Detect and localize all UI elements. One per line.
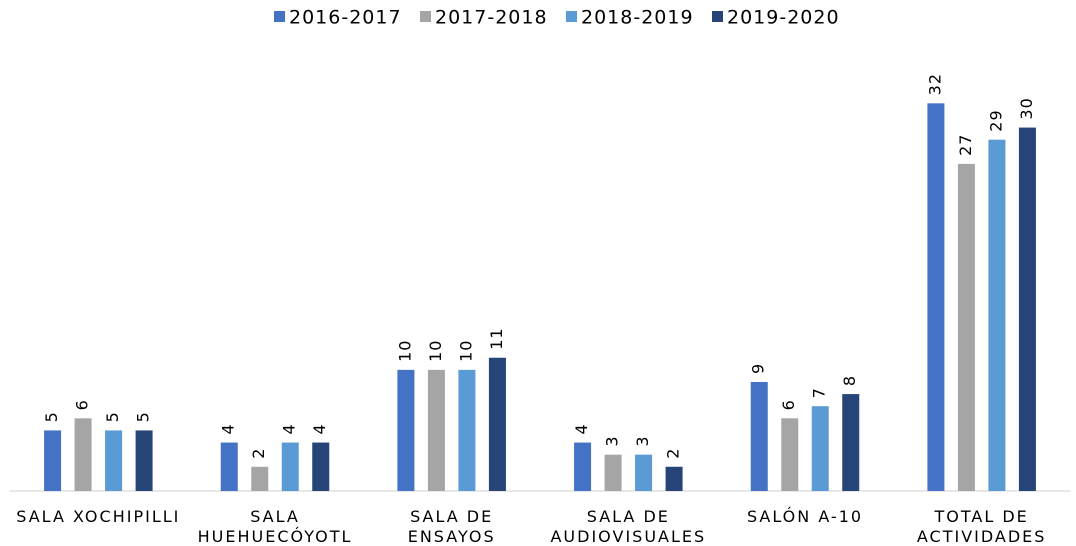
legend-label: 2018-2019 [581, 7, 694, 29]
data-label: 8 [840, 375, 859, 386]
bar [312, 442, 330, 491]
bar [281, 442, 299, 491]
bar [574, 442, 592, 491]
bar [604, 454, 622, 491]
data-label: 7 [810, 387, 829, 398]
bar [957, 163, 975, 491]
data-label: 5 [134, 411, 153, 422]
bar [488, 357, 506, 491]
x-tick-label: ACTIVIDADES [917, 527, 1047, 546]
legend-label: 2019-2020 [727, 7, 840, 29]
bar [74, 418, 92, 491]
data-label: 3 [633, 435, 652, 446]
legend-label: 2017-2018 [435, 7, 548, 29]
data-label: 2 [249, 448, 268, 459]
bar [458, 369, 476, 491]
bar [251, 466, 269, 491]
data-label: 10 [456, 339, 475, 361]
x-tick-label: AUDIOVISUALES [550, 527, 706, 546]
bar [105, 430, 123, 491]
data-label: 11 [487, 327, 506, 349]
bar [44, 430, 62, 491]
data-label: 6 [73, 399, 92, 410]
bar [842, 394, 860, 491]
x-tick-label: SALA XOCHIPILLI [16, 507, 180, 526]
bar [811, 406, 829, 491]
data-label: 4 [219, 423, 238, 434]
x-tick-label: SALA [250, 507, 300, 526]
legend-swatch [274, 11, 285, 22]
data-label: 32 [925, 73, 944, 95]
legend-label: 2016-2017 [289, 7, 402, 29]
bar [750, 381, 768, 491]
data-label: 3 [603, 435, 622, 446]
bar [1018, 127, 1036, 492]
bar [135, 430, 153, 491]
x-tick-label: TOTAL DE [934, 507, 1029, 526]
x-tick-label: HUEHUECÓYOTL [198, 527, 353, 546]
data-label: 10 [426, 339, 445, 361]
bar [427, 369, 445, 491]
bar [927, 103, 945, 491]
legend-swatch [566, 11, 577, 22]
data-label: 27 [956, 134, 975, 156]
bar [781, 418, 799, 491]
x-tick-label: SALA DE [587, 507, 670, 526]
data-label: 30 [1017, 97, 1036, 119]
data-label: 4 [280, 423, 299, 434]
data-label: 29 [986, 109, 1005, 131]
data-label: 4 [310, 423, 329, 434]
data-label: 2 [664, 448, 683, 459]
data-label: 5 [103, 411, 122, 422]
data-label: 5 [42, 411, 61, 422]
x-tick-label: ENSAYOS [408, 527, 496, 546]
legend-swatch [420, 11, 431, 22]
data-label: 9 [749, 363, 768, 374]
bar [635, 454, 653, 491]
data-label: 6 [779, 399, 798, 410]
data-label: 4 [572, 423, 591, 434]
bar [397, 369, 415, 491]
legend-swatch [712, 11, 723, 22]
x-tick-label: SALÓN A-10 [747, 507, 863, 526]
bar [988, 139, 1006, 491]
bar [665, 466, 683, 491]
data-label: 10 [395, 339, 414, 361]
x-tick-label: SALA DE [410, 507, 493, 526]
bar [220, 442, 238, 491]
